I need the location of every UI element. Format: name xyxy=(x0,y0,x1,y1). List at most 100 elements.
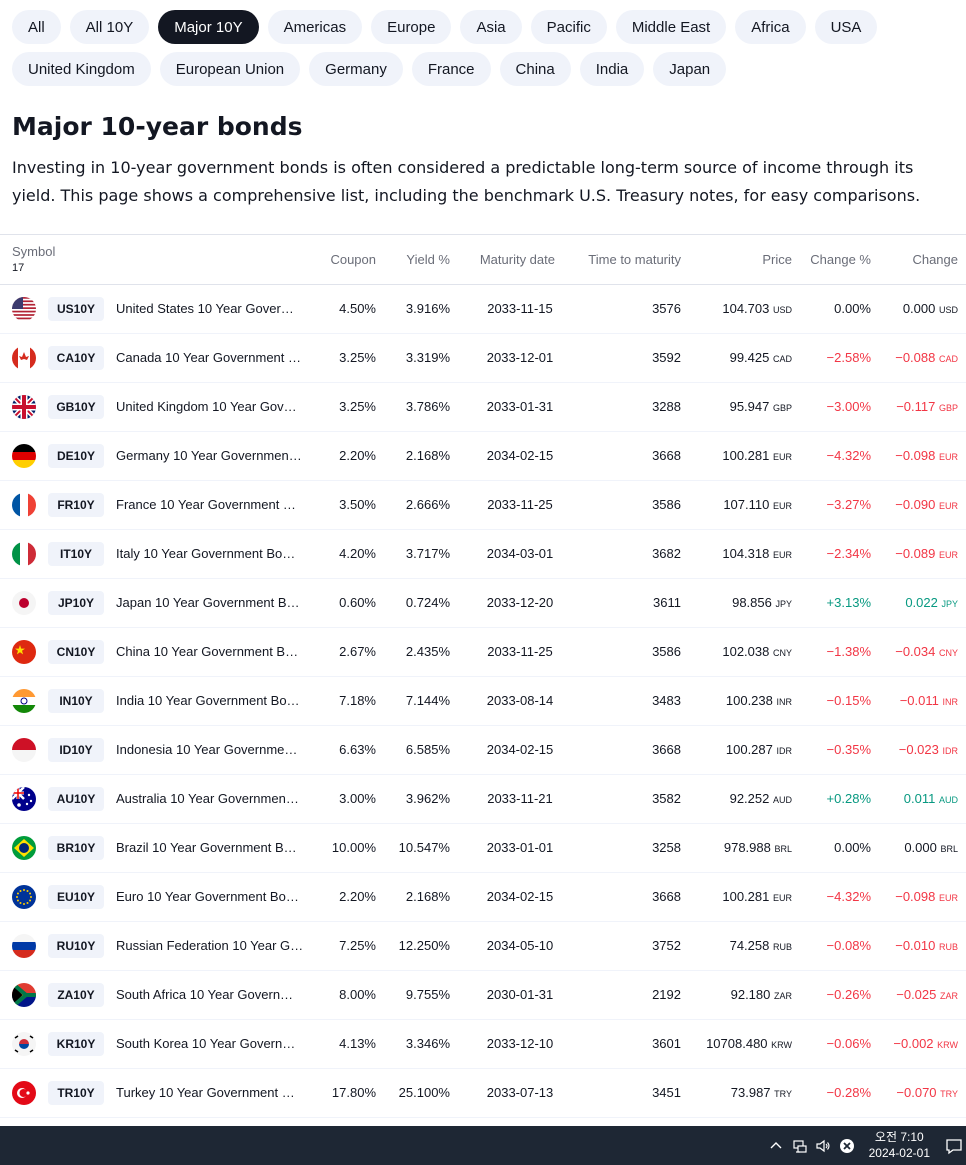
table-row[interactable]: US10Y United States 10 Year Gover… 4.50% 3.… xyxy=(0,285,966,334)
filter-pill-china[interactable]: China xyxy=(499,52,571,86)
bond-name-link[interactable]: Italy 10 Year Government Bo… xyxy=(116,546,296,561)
price-value: 102.038 xyxy=(722,644,770,659)
bond-name-link[interactable]: United Kingdom 10 Year Gov… xyxy=(116,399,297,414)
table-row[interactable]: CN10Y China 10 Year Government B… 2.67% 2.4… xyxy=(0,628,966,677)
header-time-to-maturity[interactable]: Time to maturity xyxy=(588,252,681,267)
price-currency: BRL xyxy=(774,844,792,854)
filter-pill-pacific[interactable]: Pacific xyxy=(530,10,607,44)
filter-pill-india[interactable]: India xyxy=(579,52,645,86)
table-row[interactable]: EU10Y Euro 10 Year Government Bo… 2.20% 2.1… xyxy=(0,873,966,922)
filter-pill-usa[interactable]: USA xyxy=(814,10,878,44)
price-value: 10708.480 xyxy=(706,1036,768,1051)
ticker-badge[interactable]: IT10Y xyxy=(48,542,104,566)
ticker-badge[interactable]: CA10Y xyxy=(48,346,104,370)
coupon-value: 3.25% xyxy=(339,399,376,414)
price-cell: 978.988 BRL xyxy=(690,824,792,872)
header-symbol[interactable]: Symbol 17 xyxy=(12,244,55,276)
ticker-badge[interactable]: GB10Y xyxy=(48,395,104,419)
header-maturity-date[interactable]: Maturity date xyxy=(479,252,555,267)
ticker-badge[interactable]: DE10Y xyxy=(48,444,104,468)
header-coupon[interactable]: Coupon xyxy=(330,252,376,267)
filter-pill-european-union[interactable]: European Union xyxy=(159,52,301,86)
network-icon[interactable] xyxy=(792,1138,808,1154)
table-row[interactable]: DE10Y Germany 10 Year Governmen… 2.20% 2.16… xyxy=(0,432,966,481)
bond-name-link[interactable]: Australia 10 Year Governmen… xyxy=(116,791,299,806)
price-currency: INR xyxy=(776,697,793,707)
ticker-badge[interactable]: JP10Y xyxy=(48,591,104,615)
table-row[interactable]: JP10Y Japan 10 Year Government B… 0.60% 0.7… xyxy=(0,579,966,628)
table-row[interactable]: KR10Y South Korea 10 Year Govern… 4.13% 3.3… xyxy=(0,1020,966,1069)
filter-pill-asia[interactable]: Asia xyxy=(460,10,522,44)
change-cell: −0.034 CNY xyxy=(872,628,958,676)
filter-pill-europe[interactable]: Europe xyxy=(371,10,452,44)
table-row[interactable]: ZA10Y South Africa 10 Year Govern… 8.00% 9.… xyxy=(0,971,966,1020)
filter-pill-all-10y[interactable]: All 10Y xyxy=(69,10,150,44)
table-row[interactable]: AU10Y Australia 10 Year Governmen… 3.00% 3.… xyxy=(0,775,966,824)
table-row[interactable]: ID10Y Indonesia 10 Year Governme… 6.63% 6.5… xyxy=(0,726,966,775)
close-circle-icon[interactable] xyxy=(839,1138,855,1154)
system-clock[interactable]: 오전 7:10 2024-02-01 xyxy=(869,1129,930,1161)
header-price[interactable]: Price xyxy=(762,252,792,267)
ticker-badge[interactable]: TR10Y xyxy=(48,1081,104,1105)
filter-pill-all[interactable]: All xyxy=(12,10,61,44)
filter-pill-japan[interactable]: Japan xyxy=(653,52,727,86)
header-yield[interactable]: Yield % xyxy=(406,252,450,267)
ticker-badge[interactable]: RU10Y xyxy=(48,934,104,958)
time-to-maturity-value: 3668 xyxy=(652,448,681,463)
bond-name-link[interactable]: Russian Federation 10 Year G… xyxy=(116,938,304,953)
ticker-badge[interactable]: ID10Y xyxy=(48,738,104,762)
ticker-badge[interactable]: ZA10Y xyxy=(48,983,104,1007)
table-row[interactable]: GB10Y United Kingdom 10 Year Gov… 3.25% 3.7… xyxy=(0,383,966,432)
filter-pill-middle-east[interactable]: Middle East xyxy=(615,10,727,44)
table-row[interactable]: IN10Y India 10 Year Government Bo… 7.18% 7.… xyxy=(0,677,966,726)
header-change-percent[interactable]: Change % xyxy=(810,252,871,267)
ticker-badge[interactable]: US10Y xyxy=(48,297,104,321)
bond-name-link[interactable]: Japan 10 Year Government B… xyxy=(116,595,300,610)
bond-name-link[interactable]: India 10 Year Government Bo… xyxy=(116,693,300,708)
time-to-maturity-value: 3288 xyxy=(652,399,681,414)
bond-name-link[interactable]: Germany 10 Year Governmen… xyxy=(116,448,302,463)
change-cell: −0.090 EUR xyxy=(872,481,958,529)
notification-icon[interactable] xyxy=(945,1137,963,1155)
ticker-badge[interactable]: FR10Y xyxy=(48,493,104,517)
bond-name-link[interactable]: Indonesia 10 Year Governme… xyxy=(116,742,298,757)
change-cell: 0.022 JPY xyxy=(872,579,958,627)
time-to-maturity-value: 3576 xyxy=(652,301,681,316)
filter-pill-germany[interactable]: Germany xyxy=(309,52,403,86)
table-row[interactable]: CA10Y Canada 10 Year Government … 3.25% 3.3… xyxy=(0,334,966,383)
price-cell: 74.258 RUB xyxy=(690,922,792,970)
chevron-up-icon[interactable] xyxy=(768,1138,784,1154)
bond-name-link[interactable]: South Africa 10 Year Govern… xyxy=(116,987,294,1002)
table-row[interactable]: TR10Y Turkey 10 Year Government … 17.80% 25… xyxy=(0,1069,966,1118)
bond-name-link[interactable]: Turkey 10 Year Government … xyxy=(116,1085,295,1100)
volume-icon[interactable] xyxy=(815,1138,831,1154)
bond-name-link[interactable]: Brazil 10 Year Government B… xyxy=(116,840,297,855)
change-cell: 0.000 BRL xyxy=(872,824,958,872)
ticker-badge[interactable]: KR10Y xyxy=(48,1032,104,1056)
filter-pill-africa[interactable]: Africa xyxy=(735,10,806,44)
table-row[interactable]: BR10Y Brazil 10 Year Government B… 10.00% 1… xyxy=(0,824,966,873)
filter-pill-france[interactable]: France xyxy=(411,52,491,86)
table-row[interactable]: IT10Y Italy 10 Year Government Bo… 4.20% 3.… xyxy=(0,530,966,579)
ticker-badge[interactable]: AU10Y xyxy=(48,787,104,811)
table-row[interactable]: RU10Y Russian Federation 10 Year G… 7.25% 1… xyxy=(0,922,966,971)
ticker-badge[interactable]: EU10Y xyxy=(48,885,104,909)
time-to-maturity-value: 3682 xyxy=(652,546,681,561)
bond-name-link[interactable]: France 10 Year Government … xyxy=(116,497,296,512)
bond-name-link[interactable]: South Korea 10 Year Govern… xyxy=(116,1036,296,1051)
bond-name-link[interactable]: United States 10 Year Gover… xyxy=(116,301,294,316)
change-cell: −0.025 ZAR xyxy=(872,971,958,1019)
bond-name-link[interactable]: Euro 10 Year Government Bo… xyxy=(116,889,299,904)
price-currency: CAD xyxy=(772,354,792,364)
bond-name-link[interactable]: Canada 10 Year Government … xyxy=(116,350,302,365)
change-value: −0.089 xyxy=(895,546,936,561)
header-change[interactable]: Change xyxy=(912,252,958,267)
ticker-badge[interactable]: BR10Y xyxy=(48,836,104,860)
filter-pill-major-10y[interactable]: Major 10Y xyxy=(158,10,259,44)
ticker-badge[interactable]: CN10Y xyxy=(48,640,104,664)
ticker-badge[interactable]: IN10Y xyxy=(48,689,104,713)
filter-pill-united-kingdom[interactable]: United Kingdom xyxy=(12,52,151,86)
filter-pill-americas[interactable]: Americas xyxy=(267,10,363,44)
table-row[interactable]: FR10Y France 10 Year Government … 3.50% 2.6… xyxy=(0,481,966,530)
bond-name-link[interactable]: China 10 Year Government B… xyxy=(116,644,299,659)
